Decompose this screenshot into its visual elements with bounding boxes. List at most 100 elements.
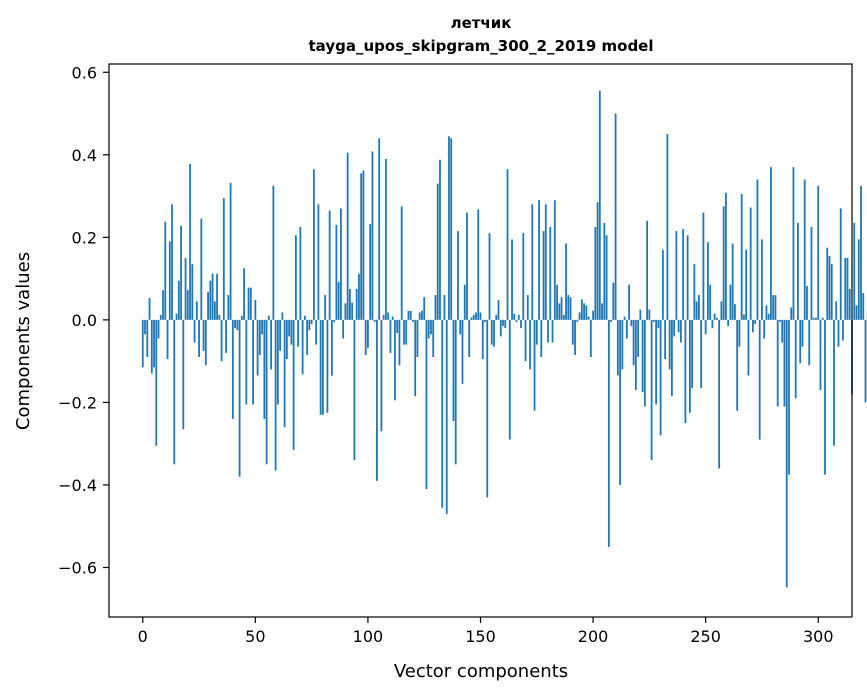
bar-166 xyxy=(516,320,518,322)
bar-53 xyxy=(261,320,263,334)
bar-311 xyxy=(842,320,844,341)
bar-97 xyxy=(360,173,362,319)
bar-211 xyxy=(617,320,619,376)
bar-243 xyxy=(689,320,691,413)
bar-304 xyxy=(826,248,828,320)
bar-150 xyxy=(480,312,482,319)
bar-43 xyxy=(239,320,241,477)
y-tick-label: 0.2 xyxy=(72,228,97,247)
bar-88 xyxy=(340,208,342,319)
bar-282 xyxy=(777,320,779,407)
bar-125 xyxy=(423,297,425,320)
bar-209 xyxy=(612,283,614,320)
bar-8 xyxy=(160,315,162,320)
bar-271 xyxy=(752,320,754,332)
x-tick-label: 200 xyxy=(578,627,609,646)
bar-305 xyxy=(829,256,831,320)
bar-115 xyxy=(401,206,403,319)
chart-title-line2: tayga_upos_skipgram_300_2_2019 model xyxy=(309,37,654,55)
bar-111 xyxy=(392,317,394,320)
y-tick-label: 0.0 xyxy=(72,311,97,330)
bar-187 xyxy=(563,315,565,320)
bar-178 xyxy=(543,231,545,320)
bar-148 xyxy=(475,312,477,319)
bar-225 xyxy=(648,310,650,320)
bar-154 xyxy=(489,233,491,320)
bar-224 xyxy=(646,221,648,320)
bar-231 xyxy=(662,250,664,320)
bar-84 xyxy=(331,320,333,376)
bar-237 xyxy=(675,231,677,320)
bar-146 xyxy=(471,317,473,319)
bar-218 xyxy=(633,320,635,365)
x-tick-label: 250 xyxy=(690,627,721,646)
bar-169 xyxy=(522,233,524,320)
bar-233 xyxy=(666,134,668,320)
bar-98 xyxy=(363,170,365,319)
bar-240 xyxy=(682,229,684,320)
bar-48 xyxy=(250,288,252,320)
bar-164 xyxy=(511,239,513,319)
bar-174 xyxy=(534,320,536,411)
bar-206 xyxy=(606,235,608,320)
bar-268 xyxy=(745,250,747,320)
bar-312 xyxy=(844,258,846,320)
bar-188 xyxy=(565,244,567,320)
bar-59 xyxy=(275,320,277,471)
bar-256 xyxy=(718,320,720,469)
bar-251 xyxy=(707,242,709,320)
bar-186 xyxy=(561,297,563,320)
bar-301 xyxy=(820,320,822,390)
bar-50 xyxy=(254,300,256,320)
bar-32 xyxy=(214,301,216,320)
bar-113 xyxy=(396,320,398,333)
bar-181 xyxy=(549,227,551,320)
bar-36 xyxy=(223,198,225,320)
bar-66 xyxy=(290,320,292,345)
bar-118 xyxy=(408,311,410,320)
bar-51 xyxy=(257,320,259,376)
bar-10 xyxy=(164,222,166,320)
bar-91 xyxy=(347,153,349,320)
bar-180 xyxy=(547,320,549,343)
bar-77 xyxy=(315,320,317,345)
bar-192 xyxy=(574,320,576,355)
bar-168 xyxy=(520,320,522,328)
bar-302 xyxy=(822,318,824,320)
bar-286 xyxy=(786,320,788,587)
bar-175 xyxy=(536,320,538,345)
bar-9 xyxy=(162,290,164,320)
bar-220 xyxy=(637,320,639,357)
bar-198 xyxy=(588,317,590,320)
bar-183 xyxy=(554,200,556,320)
bar-171 xyxy=(527,295,529,320)
bar-266 xyxy=(741,194,743,320)
bar-73 xyxy=(306,320,308,355)
bar-161 xyxy=(504,320,506,328)
bar-12 xyxy=(169,241,171,319)
bar-204 xyxy=(601,303,603,320)
bar-18 xyxy=(182,320,184,429)
bar-230 xyxy=(660,320,662,436)
bar-179 xyxy=(545,204,547,320)
y-tick-label: 0.4 xyxy=(72,146,97,165)
bar-156 xyxy=(493,320,495,347)
bar-127 xyxy=(428,320,430,339)
bar-54 xyxy=(263,320,265,419)
bar-139 xyxy=(455,320,457,464)
bar-153 xyxy=(486,320,488,497)
bar-40 xyxy=(232,320,234,419)
bar-89 xyxy=(342,320,344,339)
bar-281 xyxy=(775,295,777,320)
bar-100 xyxy=(367,320,369,348)
bar-293 xyxy=(802,320,804,347)
bar-94 xyxy=(354,320,356,460)
bar-207 xyxy=(608,320,610,547)
bar-112 xyxy=(394,320,396,400)
bar-70 xyxy=(299,227,301,320)
bar-136 xyxy=(448,136,450,320)
bar-26 xyxy=(200,219,202,320)
bar-202 xyxy=(597,202,599,320)
